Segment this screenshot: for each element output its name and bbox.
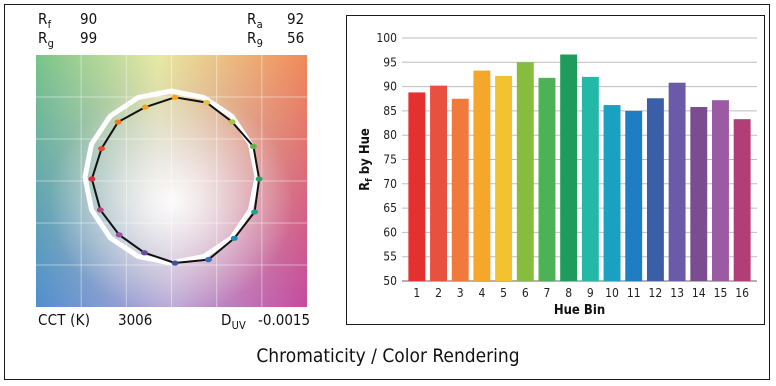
x-tick-label: 12	[649, 286, 663, 300]
rf-value: 90	[80, 10, 98, 28]
duv-value: -0.0015	[258, 311, 311, 329]
hue-point-14	[98, 145, 106, 152]
hue-point-15	[114, 119, 122, 125]
bar-hue-14	[690, 107, 708, 282]
ra-value: 92	[287, 10, 305, 28]
bar-hue-8	[560, 54, 578, 281]
x-tick-label: 10	[605, 286, 619, 300]
rg-left-label: Rg	[38, 29, 55, 50]
hue-point-11	[115, 232, 123, 238]
y-tick-label: 95	[383, 55, 397, 69]
x-tick-label: 7	[544, 286, 551, 300]
bar-hue-11	[625, 110, 643, 282]
x-tick-label: 5	[500, 286, 507, 300]
hue-point-6	[251, 209, 259, 215]
bar-hue-9	[581, 76, 599, 281]
rg-left-value: 99	[80, 29, 98, 47]
hue-point-2	[203, 99, 211, 106]
hue-point-9	[171, 260, 179, 266]
bar-hue-1	[408, 92, 426, 281]
hue-point-13	[88, 176, 96, 182]
y-tick-label: 70	[383, 177, 397, 191]
x-tick-label: 6	[522, 286, 529, 300]
hue-point-16	[141, 104, 149, 110]
bar-hue-15	[712, 100, 729, 281]
caption: Chromaticity / Color Rendering	[256, 345, 520, 367]
y-tick-label: 55	[383, 250, 397, 264]
bar-hue-13	[668, 82, 686, 281]
y-axis-title: Rf by Hue	[358, 128, 375, 191]
x-tick-label: 14	[692, 286, 706, 300]
hue-point-8	[204, 257, 212, 263]
bar-hue-12	[646, 98, 664, 281]
x-axis-title: Hue Bin	[554, 303, 605, 318]
bar-hue-7	[538, 77, 556, 281]
hue-point-12	[96, 207, 104, 213]
color-vector-graphic	[36, 55, 307, 307]
duv-label: DUV	[221, 311, 247, 332]
x-tick-label: 15	[714, 286, 728, 300]
ra-label: Ra	[247, 10, 263, 31]
x-tick-label: 13	[670, 286, 684, 300]
y-tick-label: 50	[383, 274, 397, 288]
x-tick-label: 8	[565, 286, 572, 300]
hue-point-7	[230, 235, 238, 241]
x-tick-label: 3	[457, 286, 464, 300]
bar-hue-5	[495, 75, 513, 281]
bar-hue-2	[430, 85, 447, 282]
rf-label: Rf	[38, 10, 52, 31]
x-tick-label: 4	[478, 286, 485, 300]
outer-frame	[4, 4, 770, 380]
x-tick-label: 1	[413, 286, 420, 300]
rg-right-label: R9	[247, 29, 264, 50]
hue-point-4	[249, 143, 257, 150]
rf-by-hue-chart: 50 55 60 65 70 75 80 85 90 95 100 1 2 3 4 5 6 7 8 9 10 11 12 1…	[346, 15, 765, 325]
y-tick-label: 100	[376, 31, 397, 45]
x-tick-label: 16	[735, 286, 749, 300]
x-tick-label: 2	[435, 286, 442, 300]
bar-hue-6	[516, 62, 534, 281]
y-tick-label: 75	[383, 153, 397, 167]
y-tick-label: 80	[383, 128, 397, 142]
cct-value: 3006	[118, 311, 153, 329]
color-vector-svg	[36, 55, 307, 307]
hue-point-1	[171, 94, 179, 100]
hue-point-10	[140, 250, 148, 256]
bar-hue-10	[603, 105, 621, 282]
bar-hue-16	[733, 119, 751, 281]
hue-point-5	[255, 176, 263, 182]
bar-hue-3	[451, 98, 469, 281]
y-tick-label: 65	[383, 201, 397, 215]
x-tick-label: 9	[587, 286, 594, 300]
hue-point-3	[228, 119, 236, 125]
cct-label: CCT (K)	[38, 311, 91, 329]
rg-right-value: 56	[287, 29, 305, 47]
x-tick-label: 11	[627, 286, 641, 300]
y-tick-label: 60	[383, 225, 397, 239]
y-tick-label: 85	[383, 104, 397, 118]
bar-hue-4	[473, 70, 491, 281]
y-tick-label: 90	[383, 80, 397, 94]
